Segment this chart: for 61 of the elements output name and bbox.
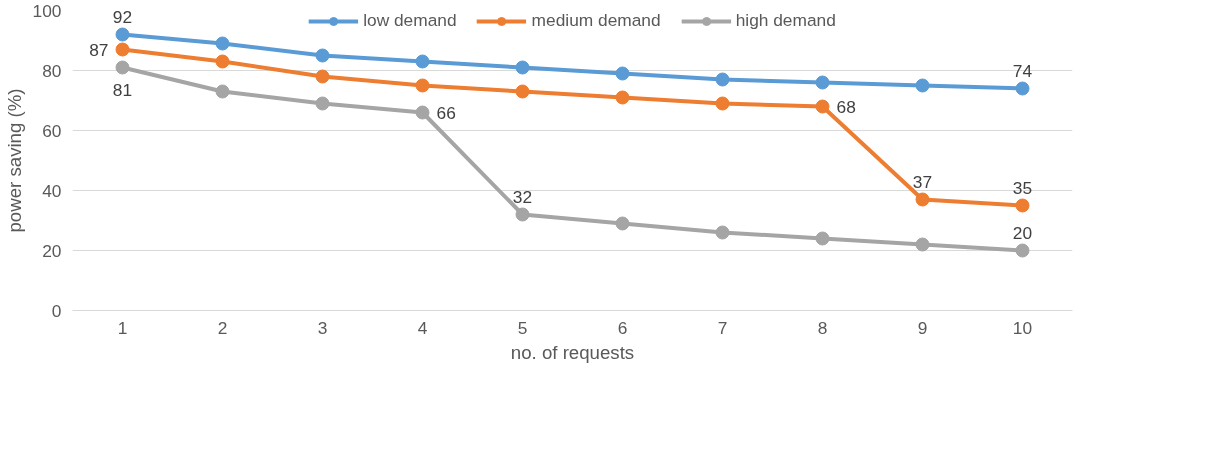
y-tick-label: 20 bbox=[42, 240, 62, 261]
point bbox=[215, 84, 230, 99]
point bbox=[115, 27, 130, 42]
data-label: 20 bbox=[1012, 222, 1033, 243]
x-tick-label: 3 bbox=[317, 317, 328, 338]
point bbox=[415, 78, 430, 93]
data-label: 35 bbox=[1012, 177, 1033, 198]
data-label: 74 bbox=[1012, 60, 1033, 81]
point bbox=[515, 60, 530, 75]
point bbox=[215, 36, 230, 51]
legend-label: high demand bbox=[735, 10, 836, 31]
x-tick-label: 8 bbox=[817, 317, 828, 338]
data-label: 32 bbox=[512, 186, 533, 207]
y-tick-label: 0 bbox=[51, 300, 62, 321]
x-tick-label: 2 bbox=[217, 317, 228, 338]
point bbox=[415, 105, 430, 120]
point bbox=[1015, 243, 1030, 258]
point bbox=[915, 237, 930, 252]
y-axis-title: power saving (%) bbox=[3, 88, 25, 233]
point bbox=[815, 75, 830, 90]
x-tick-label: 4 bbox=[417, 317, 428, 338]
point bbox=[715, 225, 730, 240]
point bbox=[715, 72, 730, 87]
x-tick-label: 9 bbox=[917, 317, 928, 338]
point bbox=[615, 216, 630, 231]
x-tick-label: 6 bbox=[617, 317, 628, 338]
x-tick-label: 1 bbox=[117, 317, 128, 338]
y-tick-label: 80 bbox=[42, 60, 62, 81]
data-label: 92 bbox=[112, 6, 133, 27]
x-axis-title: no. of requests bbox=[510, 341, 635, 363]
point bbox=[915, 78, 930, 93]
point bbox=[315, 96, 330, 111]
data-label: 68 bbox=[836, 96, 856, 117]
point bbox=[215, 54, 230, 69]
point bbox=[815, 231, 830, 246]
data-label: 87 bbox=[89, 39, 109, 60]
point bbox=[515, 84, 530, 99]
y-tick-label: 40 bbox=[42, 180, 62, 201]
point bbox=[515, 207, 530, 222]
point bbox=[1015, 81, 1030, 96]
point bbox=[815, 99, 830, 114]
x-tick-label: 7 bbox=[717, 317, 728, 338]
data-label: 66 bbox=[436, 102, 456, 123]
point bbox=[715, 96, 730, 111]
point bbox=[915, 192, 930, 207]
x-tick-label: 10 bbox=[1012, 317, 1033, 338]
point bbox=[315, 48, 330, 63]
legend-label: low demand bbox=[363, 10, 457, 31]
data-label: 81 bbox=[112, 79, 133, 100]
x-tick-label: 5 bbox=[517, 317, 528, 338]
point bbox=[615, 90, 630, 105]
y-tick-label: 60 bbox=[42, 120, 62, 141]
point bbox=[115, 42, 130, 57]
point bbox=[415, 54, 430, 69]
legend-label: medium demand bbox=[531, 10, 661, 31]
point bbox=[315, 69, 330, 84]
point bbox=[615, 66, 630, 81]
point bbox=[1015, 198, 1030, 213]
y-tick-label: 100 bbox=[32, 0, 62, 21]
data-label: 37 bbox=[912, 171, 933, 192]
point bbox=[115, 60, 130, 75]
